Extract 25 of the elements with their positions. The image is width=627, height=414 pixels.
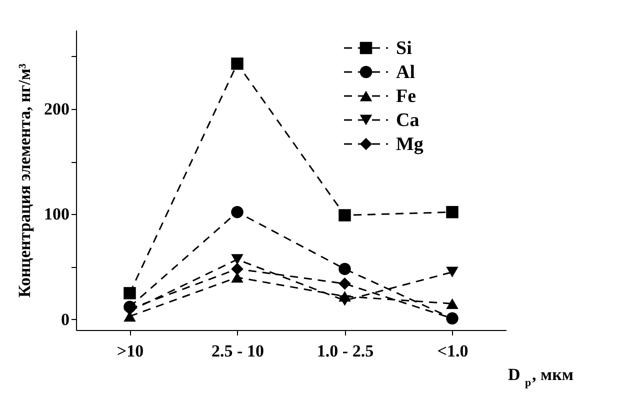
x-tick-label: <1.0 <box>437 342 468 360</box>
point <box>446 206 458 218</box>
point <box>338 295 351 306</box>
point <box>231 206 244 218</box>
x-tick-label: >10 <box>116 342 144 360</box>
point <box>231 58 244 70</box>
y-axis-title: Концентрация элемента, нг/м³ <box>15 64 34 298</box>
x-tick-label: 1.0 - 2.5 <box>316 342 374 360</box>
point <box>446 298 458 309</box>
legend-label: Ca <box>396 110 420 131</box>
point <box>124 287 136 300</box>
point <box>446 266 458 278</box>
y-tick-label: 100 <box>44 204 70 224</box>
point <box>338 278 351 290</box>
y-tick-label: 200 <box>44 99 70 118</box>
point <box>338 262 351 276</box>
point <box>338 209 351 222</box>
x-tick-label: 2.5 - 10 <box>212 342 264 360</box>
point <box>231 254 244 265</box>
legend-label: Si <box>396 38 412 59</box>
legend-label: Mg <box>396 134 424 155</box>
point <box>231 262 244 276</box>
legend-label: Fe <box>396 86 416 107</box>
legend-label: Al <box>396 62 415 83</box>
y-tick-label: 0 <box>61 310 70 329</box>
